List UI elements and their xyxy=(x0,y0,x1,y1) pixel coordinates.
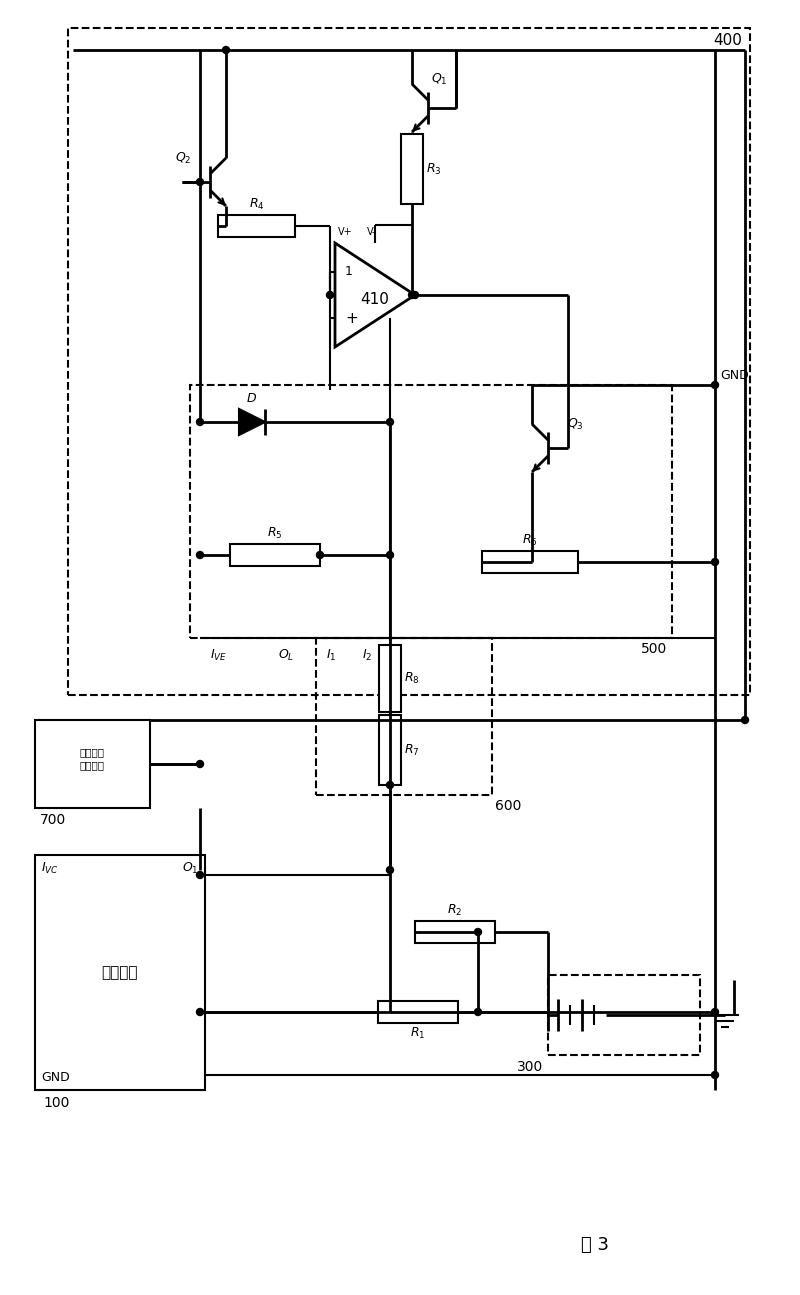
Circle shape xyxy=(197,418,203,426)
Text: 100: 100 xyxy=(43,1096,70,1110)
Circle shape xyxy=(197,552,203,558)
Text: 300: 300 xyxy=(517,1061,543,1074)
Bar xyxy=(415,921,495,943)
Text: $I_{VC}$: $I_{VC}$ xyxy=(41,861,58,877)
Text: 充电电源
输入端口: 充电电源 输入端口 xyxy=(80,747,105,771)
Text: 700: 700 xyxy=(40,813,66,828)
Text: GND: GND xyxy=(720,369,749,382)
Bar xyxy=(190,385,672,638)
Bar xyxy=(230,544,320,566)
Text: 400: 400 xyxy=(713,32,742,48)
Circle shape xyxy=(386,552,394,558)
Text: $R_2$: $R_2$ xyxy=(447,903,462,918)
Text: V+: V+ xyxy=(338,227,353,237)
Circle shape xyxy=(474,1009,482,1015)
Text: GND: GND xyxy=(41,1071,70,1084)
Bar xyxy=(68,28,750,695)
Text: $Q_2$: $Q_2$ xyxy=(174,150,191,166)
Text: $R_7$: $R_7$ xyxy=(404,742,419,758)
Bar xyxy=(316,638,492,795)
Text: +: + xyxy=(345,311,358,326)
Text: $R_1$: $R_1$ xyxy=(410,1026,426,1041)
Text: 图 3: 图 3 xyxy=(581,1235,609,1254)
Bar xyxy=(482,550,578,572)
Bar xyxy=(218,215,295,237)
Text: $O_1$: $O_1$ xyxy=(182,861,199,877)
Polygon shape xyxy=(239,409,265,435)
Text: $I_1$: $I_1$ xyxy=(326,648,337,663)
Text: 1: 1 xyxy=(345,265,353,278)
Circle shape xyxy=(197,179,203,185)
Text: $R_8$: $R_8$ xyxy=(404,671,420,686)
Text: V-: V- xyxy=(367,227,377,237)
Circle shape xyxy=(326,291,334,299)
Text: $R_6$: $R_6$ xyxy=(522,534,538,548)
Bar xyxy=(548,975,700,1055)
Bar xyxy=(379,645,401,712)
Bar xyxy=(379,715,401,785)
Text: $O_L$: $O_L$ xyxy=(278,648,294,663)
Circle shape xyxy=(711,558,718,566)
Circle shape xyxy=(711,1071,718,1079)
Text: $Q_1$: $Q_1$ xyxy=(431,71,447,87)
Circle shape xyxy=(386,866,394,874)
Circle shape xyxy=(711,382,718,388)
Circle shape xyxy=(222,47,230,53)
Text: $I_2$: $I_2$ xyxy=(362,648,372,663)
Text: $I_{VE}$: $I_{VE}$ xyxy=(210,648,227,663)
Circle shape xyxy=(711,1009,718,1015)
Circle shape xyxy=(197,1009,203,1015)
Text: $Q_3$: $Q_3$ xyxy=(567,417,584,431)
Text: 600: 600 xyxy=(495,799,522,813)
Circle shape xyxy=(197,872,203,878)
Circle shape xyxy=(742,716,749,724)
Text: $D$: $D$ xyxy=(246,392,258,405)
Polygon shape xyxy=(335,243,415,347)
Circle shape xyxy=(386,781,394,789)
Bar xyxy=(35,855,205,1090)
Circle shape xyxy=(409,291,415,299)
Circle shape xyxy=(411,291,418,299)
Circle shape xyxy=(317,552,323,558)
Text: $R_5$: $R_5$ xyxy=(267,526,282,541)
Text: 500: 500 xyxy=(641,642,667,657)
Text: $R_3$: $R_3$ xyxy=(426,162,442,176)
Circle shape xyxy=(474,929,482,935)
Bar xyxy=(378,1001,458,1023)
Text: $R_4$: $R_4$ xyxy=(249,197,264,212)
Bar xyxy=(401,133,423,205)
Bar xyxy=(35,720,150,808)
Circle shape xyxy=(386,418,394,426)
Text: 410: 410 xyxy=(361,293,390,307)
Circle shape xyxy=(197,760,203,768)
Text: 充电模块: 充电模块 xyxy=(102,965,138,980)
